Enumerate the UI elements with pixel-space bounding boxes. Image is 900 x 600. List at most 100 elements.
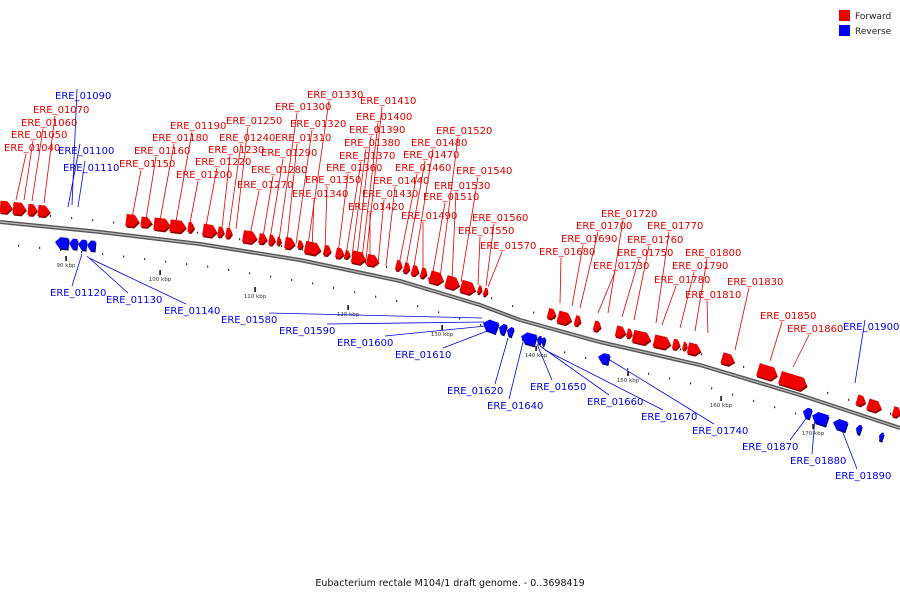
forward-gene-leader [235, 126, 249, 230]
forward-gene-label: ERE_01800 [685, 248, 741, 259]
forward-gene-arrow [140, 216, 153, 229]
track-dot [165, 260, 167, 263]
track-dot [554, 317, 556, 320]
forward-gene-label: ERE_01300 [275, 102, 331, 113]
reverse-gene-arrow [537, 335, 543, 346]
forward-gene-leader [221, 155, 231, 229]
track-dot [197, 231, 199, 234]
forward-gene-leader [571, 244, 584, 307]
gene-arrow-body [682, 341, 687, 350]
gene-arrow-body [37, 204, 50, 217]
reverse-gene-leader [837, 419, 858, 470]
forward-gene-leader [337, 173, 349, 255]
gene-arrow-body [78, 239, 87, 250]
scale-tick-label: 130 kbp [431, 332, 454, 338]
forward-gene-label: ERE_01460 [395, 163, 451, 174]
leader-layer [15, 88, 866, 470]
forward-gene-label: ERE_01310 [275, 133, 331, 144]
forward-gene-label: ERE_01720 [601, 209, 657, 220]
forward-gene-leader [345, 161, 362, 256]
gene-arrow-body [556, 310, 572, 325]
gene-arrow-body [276, 236, 281, 245]
forward-gene-leader [189, 180, 199, 224]
track-dot [743, 365, 745, 368]
forward-gene-label: ERE_01370 [339, 151, 395, 162]
forward-gene-label: ERE_01150 [119, 159, 175, 170]
forward-gene-leader [477, 236, 481, 286]
legend-label-reverse: Reverse [855, 27, 892, 37]
map-caption: Eubacterium rectale M104/1 draft genome.… [315, 578, 585, 589]
reverse-gene-label: ERE_01140 [164, 306, 220, 317]
gene-arrow-body [258, 233, 267, 244]
forward-gene-leader [249, 190, 260, 236]
forward-gene-leader [324, 185, 328, 253]
gene-arrow-body [0, 200, 12, 214]
forward-gene-leader [439, 136, 459, 279]
forward-gene-label: ERE_01680 [539, 247, 595, 258]
track-dot [207, 265, 209, 268]
gene-arrow-body [891, 406, 900, 418]
gene-arrow-body [225, 227, 232, 239]
reverse-gene-label: ERE_01610 [395, 350, 451, 361]
gene-arrow-body [187, 221, 194, 233]
track-dot [459, 317, 461, 320]
forward-gene-label: ERE_01490 [401, 211, 457, 222]
reverse-gene-leader [494, 337, 509, 385]
scale-tick-mark [627, 371, 629, 376]
track-dot [701, 353, 703, 356]
forward-gene-leader [377, 199, 385, 265]
scale-tick-label: 140 kbp [525, 353, 548, 359]
legend-label-forward: Forward [855, 12, 891, 22]
scale-tick-mark [720, 396, 722, 401]
forward-gene-leader [286, 143, 298, 243]
forward-gene-label: ERE_01430 [362, 189, 418, 200]
forward-gene-leader [365, 106, 383, 261]
forward-gene-arrow [614, 325, 627, 340]
reverse-gene-arrow [483, 319, 500, 336]
track-dot [18, 244, 20, 247]
track-dot [680, 348, 682, 351]
track-dot [386, 266, 388, 269]
reverse-gene-arrow [879, 432, 885, 443]
forward-gene-leader [43, 115, 56, 204]
reverse-gene-label: ERE_01880 [790, 456, 846, 467]
forward-gene-arrow [187, 221, 195, 234]
forward-gene-label: ERE_01360 [326, 163, 382, 174]
track-dot [144, 258, 146, 261]
forward-gene-leader [487, 251, 503, 288]
gene-arrow-body [756, 363, 778, 380]
scale-tick-label: 100 kbp [149, 277, 172, 283]
reverse-gene-label: ERE_01600 [337, 338, 393, 349]
forward-gene-label: ERE_01070 [33, 105, 89, 116]
forward-gene-arrow [225, 227, 233, 240]
reverse-gene-leader [544, 349, 664, 411]
reverse-gene-label: ERE_01090 [55, 91, 111, 102]
forward-gene-leader [356, 135, 372, 258]
forward-gene-leader [451, 191, 457, 281]
reverse-gene-leader [508, 341, 524, 400]
gene-arrow-body [652, 334, 671, 349]
forward-gene-arrow [652, 334, 672, 351]
forward-gene-label: ERE_01200 [176, 170, 232, 181]
reverse-gene-leader [71, 88, 78, 206]
track-dot [491, 297, 493, 300]
track-dot [71, 217, 73, 220]
gene-arrow-body [592, 320, 601, 332]
forward-gene-leader [269, 158, 284, 240]
track-dot [50, 215, 52, 217]
reverse-gene-arrow [69, 238, 79, 251]
gene-arrow-body [614, 325, 626, 338]
reverse-gene-arrow [598, 353, 611, 366]
track-dot [753, 399, 755, 402]
track-dot [648, 372, 650, 375]
track-dot [774, 406, 776, 409]
track-dot [669, 377, 671, 380]
forward-gene-leader [295, 129, 313, 245]
forward-gene-arrow [276, 236, 282, 247]
reverse-gene-leader [811, 417, 816, 455]
track-dot [281, 244, 283, 247]
forward-gene-label: ERE_01560 [472, 213, 528, 224]
backbone-shadow [0, 220, 900, 430]
